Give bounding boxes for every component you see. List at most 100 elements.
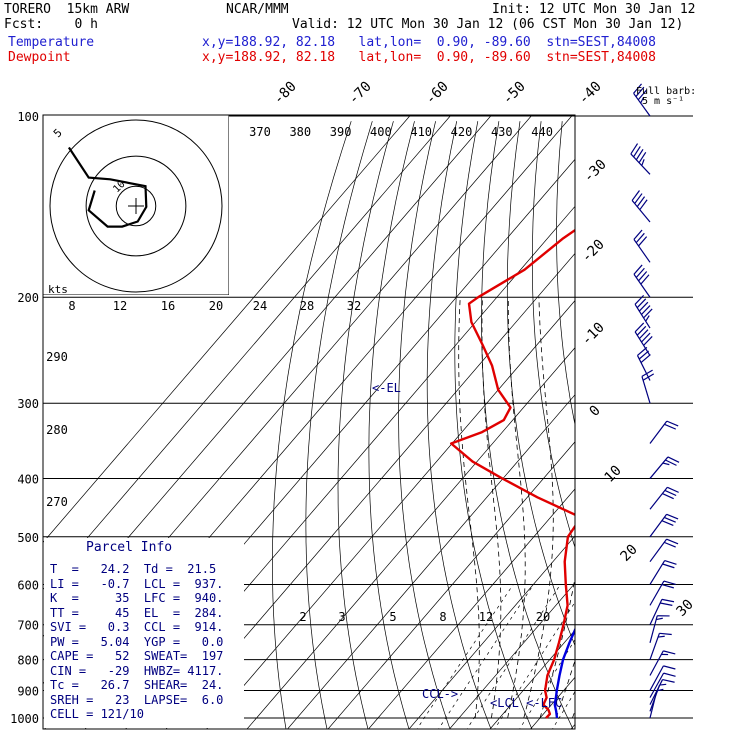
valid-label: Valid: 12 UTC Mon 30 Jan 12 (06 CST Mon … — [292, 17, 684, 32]
dry-adiabat — [506, 121, 575, 647]
hodograph-ring — [85, 155, 187, 257]
wind-barb — [649, 486, 679, 510]
parcel-info-row: T = 24.2 Td = 21.5 — [50, 562, 217, 576]
isotherm-line — [368, 488, 575, 729]
dry-adiabat — [647, 121, 740, 731]
dry-adiabat — [731, 121, 740, 731]
plot-frame — [42, 114, 576, 730]
pressure-tick-label: 1000 — [10, 712, 39, 726]
parcel-info-row: Tc = 26.7 SHEAR= 24. — [50, 678, 224, 692]
moist-adiabat — [481, 297, 502, 719]
theta-left-label: 270 — [46, 495, 68, 509]
hodograph-tick-label: 12 — [113, 299, 127, 313]
isotherm-line — [165, 252, 575, 729]
dry-adiabat — [337, 121, 394, 729]
wind-barb — [649, 672, 676, 698]
wind-barb — [649, 615, 670, 643]
pressure-tick-label: 600 — [17, 578, 39, 592]
parcel-info-row: LI = -0.7 LCL = 937. — [50, 576, 224, 591]
parcel-info-row: CAPE = 52 SWEAT= 197 — [50, 649, 224, 663]
dry-adiabat — [668, 121, 740, 731]
wind-barb — [649, 665, 676, 691]
mixing-ratio-line — [416, 584, 514, 729]
theta-label: 390 — [330, 125, 352, 139]
dry-adiabat — [556, 121, 575, 427]
forecast-hour-label: Fcst: 0 h — [4, 17, 98, 32]
wind-barb — [649, 538, 679, 563]
hodograph-tick-label: 24 — [253, 299, 267, 313]
hodograph-units: kts — [48, 283, 68, 296]
isotherm-line — [651, 116, 740, 731]
pressure-tick-label: 700 — [17, 619, 39, 633]
hodograph-tick-label: 8 — [68, 299, 75, 313]
wind-barb — [649, 598, 675, 626]
isotherm-line — [43, 115, 410, 543]
isotherm-line — [489, 629, 575, 729]
temperature-profile — [553, 626, 575, 719]
theta-label: 440 — [531, 125, 553, 139]
mixing-ratio-line — [494, 601, 575, 729]
theta-label: 410 — [410, 125, 432, 139]
parcel-info-row: K = 35 LFC = 940. — [50, 591, 224, 605]
isotherm-line — [570, 723, 575, 729]
wind-barb — [649, 560, 677, 585]
temperature-legend: Temperature — [8, 35, 95, 50]
moist-adiabat — [589, 297, 722, 718]
wind-barb — [633, 229, 651, 263]
dry-adiabat — [368, 121, 415, 729]
dry-adiabat — [398, 121, 451, 729]
wind-barb — [633, 83, 651, 117]
hodograph-ring — [49, 119, 223, 293]
dewpoint-location: x,y=188.92, 82.18 lat,lon= 0.90, -89.60 … — [202, 50, 656, 65]
mixing-ratio-line — [552, 690, 575, 729]
isotherm-label: -50 — [500, 79, 529, 108]
dry-adiabat — [454, 121, 533, 729]
mixing-ratio-line — [438, 584, 534, 729]
isotherm-line — [449, 582, 575, 729]
mixing-ratio-label: 8 — [439, 610, 446, 624]
hodograph-ring — [115, 185, 157, 227]
wind-barb — [630, 143, 651, 175]
mixing-ratio-label: 3 — [338, 610, 345, 624]
wind-barb — [634, 322, 653, 356]
hodograph-tick-label: 32 — [347, 299, 361, 313]
mixing-ratio-label: 2 — [299, 610, 306, 624]
dry-adiabat — [580, 121, 738, 731]
init-label: Init: 12 UTC Mon 30 Jan 12 — [492, 2, 696, 17]
hodograph-tick-label: 20 — [209, 299, 223, 313]
moist-adiabat — [539, 575, 575, 719]
wind-barb — [649, 650, 676, 676]
isotherm-label: -80 — [271, 79, 300, 108]
dry-adiabat — [689, 121, 740, 731]
moist-adiabat — [523, 297, 554, 719]
isotherm-label: -60 — [423, 79, 452, 108]
theta-left-label: 280 — [46, 423, 68, 437]
wind-barb — [649, 580, 676, 606]
temperature-location: x,y=188.92, 82.18 lat,lon= 0.90, -89.60 … — [202, 35, 656, 50]
parcel-info-row: SVI = 0.3 CCL = 914. — [50, 620, 224, 634]
isotherm-label: 10 — [602, 463, 625, 486]
dewpoint-profile — [450, 228, 575, 719]
lcl-lfc-annotation: <LCL <-LFC — [490, 696, 562, 710]
wind-barb — [649, 456, 680, 479]
moist-adiabat — [507, 297, 526, 719]
mixing-ratio-label: 12 — [479, 610, 493, 624]
mixing-ratio-line — [519, 639, 575, 729]
dry-adiabat — [426, 121, 492, 729]
theta-label: 400 — [370, 125, 392, 139]
pressure-tick-label: 900 — [17, 684, 39, 698]
wind-barb — [634, 294, 653, 329]
parcel-info-row: PW = 5.04 YGP = 0.0 — [50, 634, 224, 649]
hodograph-trace — [67, 146, 148, 228]
isotherm-line — [610, 116, 740, 731]
theta-label: 430 — [491, 125, 513, 139]
isotherm-label: 0 — [587, 403, 604, 420]
isotherm-line — [408, 535, 575, 729]
wind-barb — [649, 678, 675, 705]
theta-label: 380 — [289, 125, 311, 139]
hodograph-tick-label: 16 — [161, 299, 175, 313]
mixing-ratio-label: 5 — [389, 610, 396, 624]
ccl-annotation: CCL-> — [422, 687, 458, 701]
moist-adiabat — [458, 297, 480, 719]
wind-barb — [631, 190, 651, 223]
